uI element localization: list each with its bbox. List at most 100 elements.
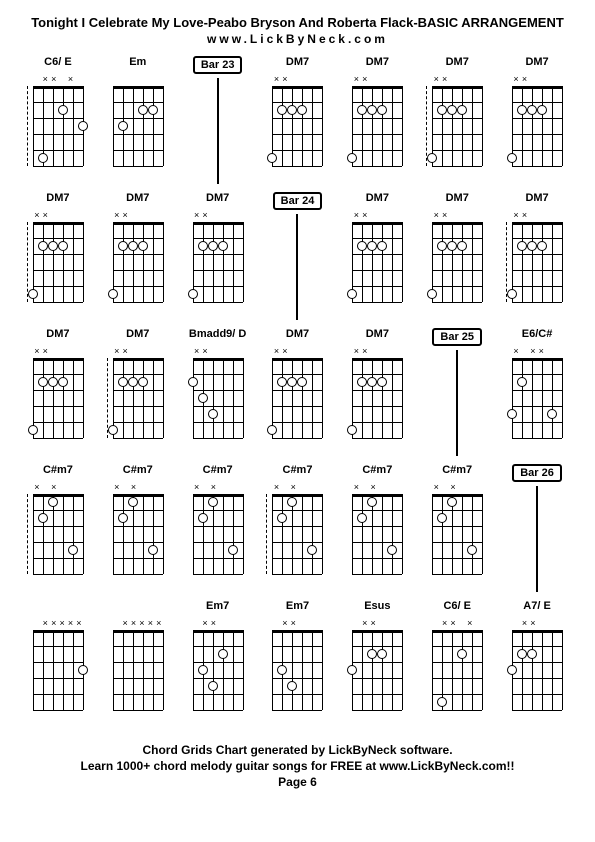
chord-cell: DM7 ×× [100, 328, 176, 456]
chord-cell: DM7 ×× [100, 192, 176, 320]
chord-diagram: ×× [113, 210, 163, 302]
chord-cell: Em7 ×× [180, 600, 256, 728]
chord-cell: E6/C# ××× [499, 328, 575, 456]
chord-diagram: ×× [512, 74, 562, 166]
chord-cell: Bmadd9/ D ×× [180, 328, 256, 456]
chord-label: DM7 [446, 192, 469, 208]
chord-diagram: ×× [272, 482, 322, 574]
chord-diagram: ×× [193, 210, 243, 302]
chord-label: Em7 [286, 600, 309, 616]
chord-label: DM7 [46, 328, 69, 344]
chord-label: Em [129, 56, 146, 72]
chord-cell: DM7 ×× [499, 192, 575, 320]
bar-marker-line [456, 350, 458, 456]
page-title: Tonight I Celebrate My Love-Peabo Bryson… [10, 15, 585, 30]
chord-diagram: ×× [432, 482, 482, 574]
chord-diagram: ×× [432, 210, 482, 302]
page-footer: Chord Grids Chart generated by LickByNec… [10, 743, 585, 789]
chord-diagram: ×× [512, 618, 562, 710]
chord-diagram: ××××× [33, 618, 83, 710]
chord-label: DM7 [446, 56, 469, 72]
chord-cell: DM7 ×× [339, 328, 415, 456]
chord-diagram: ×× [272, 618, 322, 710]
bar-marker-line [536, 486, 538, 592]
chord-cell: DM7 ×× [419, 192, 495, 320]
chord-cell: ××××× [100, 600, 176, 728]
chord-cell: DM7 ×× [260, 328, 336, 456]
chord-cell: C#m7 ×× [20, 464, 96, 592]
chord-diagram: ×× [33, 346, 83, 438]
chord-label: C#m7 [203, 464, 233, 480]
chord-diagram: ×× [33, 482, 83, 574]
chord-label: Em7 [206, 600, 229, 616]
chord-label: DM7 [286, 56, 309, 72]
chord-cell: DM7 ×× [339, 56, 415, 184]
chord-diagram: ××××× [113, 618, 163, 710]
bar-marker-label: Bar 25 [432, 328, 482, 346]
chord-diagram: ×× [272, 346, 322, 438]
chord-diagram: ×× [193, 482, 243, 574]
chord-label: C6/ E [443, 600, 471, 616]
chord-diagram: ×× [432, 74, 482, 166]
chord-diagram: ×× [352, 210, 402, 302]
chord-cell: DM7 ×× [499, 56, 575, 184]
page-subtitle: www.LickByNeck.com [10, 32, 585, 46]
chord-cell: ××××× [20, 600, 96, 728]
chord-cell: C#m7 ×× [180, 464, 256, 592]
chord-label: DM7 [126, 192, 149, 208]
chord-label: C#m7 [283, 464, 313, 480]
chord-label: C#m7 [442, 464, 472, 480]
chord-cell: DM7 ×× [20, 192, 96, 320]
chord-label: A7/ E [523, 600, 551, 616]
chord-cell: Esus ×× [339, 600, 415, 728]
chord-diagram: ×× [352, 74, 402, 166]
chord-diagram: ××× [33, 74, 83, 166]
chord-cell: C6/ E ××× [419, 600, 495, 728]
chord-label: DM7 [286, 328, 309, 344]
bar-marker-cell: Bar 26 [499, 464, 575, 592]
chord-cell: DM7 ×× [260, 56, 336, 184]
chord-grid: C6/ E×××EmBar 23DM7××DM7××DM7××DM7××DM7×… [20, 56, 575, 728]
footer-line1: Chord Grids Chart generated by LickByNec… [10, 743, 585, 757]
chord-label: DM7 [366, 192, 389, 208]
chord-label: Esus [364, 600, 390, 616]
chord-diagram: ×× [113, 346, 163, 438]
chord-cell: Em [100, 56, 176, 184]
chord-label: DM7 [366, 328, 389, 344]
chord-diagram: ×× [352, 346, 402, 438]
chord-label: C6/ E [44, 56, 72, 72]
chord-label: DM7 [126, 328, 149, 344]
chord-label: DM7 [525, 192, 548, 208]
chord-cell: DM7 ×× [20, 328, 96, 456]
bar-marker-cell: Bar 24 [260, 192, 336, 320]
chord-diagram: ××× [432, 618, 482, 710]
chord-cell: C#m7 ×× [419, 464, 495, 592]
bar-marker-cell: Bar 25 [419, 328, 495, 456]
chord-cell: C#m7×× [100, 464, 176, 592]
footer-line2: Learn 1000+ chord melody guitar songs fo… [10, 759, 585, 773]
chord-cell: DM7 ×× [339, 192, 415, 320]
chord-label: DM7 [366, 56, 389, 72]
chord-diagram: ×× [512, 210, 562, 302]
chord-diagram: ×× [193, 346, 243, 438]
chord-diagram: ×× [272, 74, 322, 166]
chord-diagram [113, 74, 163, 166]
chord-cell: DM7 ×× [419, 56, 495, 184]
chord-diagram: ×× [193, 618, 243, 710]
chord-diagram: ×× [113, 482, 163, 574]
chord-label: DM7 [206, 192, 229, 208]
chord-diagram: ×× [352, 618, 402, 710]
chord-diagram: ××× [512, 346, 562, 438]
bar-marker-label: Bar 26 [512, 464, 562, 482]
bar-marker-line [296, 214, 298, 320]
chord-cell: C#m7 ×× [260, 464, 336, 592]
chord-cell: C6/ E ××× [20, 56, 96, 184]
chord-label: DM7 [46, 192, 69, 208]
chord-label: Bmadd9/ D [189, 328, 246, 344]
chord-label: C#m7 [43, 464, 73, 480]
chord-label: E6/C# [522, 328, 553, 344]
bar-marker-label: Bar 24 [273, 192, 323, 210]
chord-diagram: ×× [33, 210, 83, 302]
chord-label: DM7 [525, 56, 548, 72]
chord-label: C#m7 [362, 464, 392, 480]
